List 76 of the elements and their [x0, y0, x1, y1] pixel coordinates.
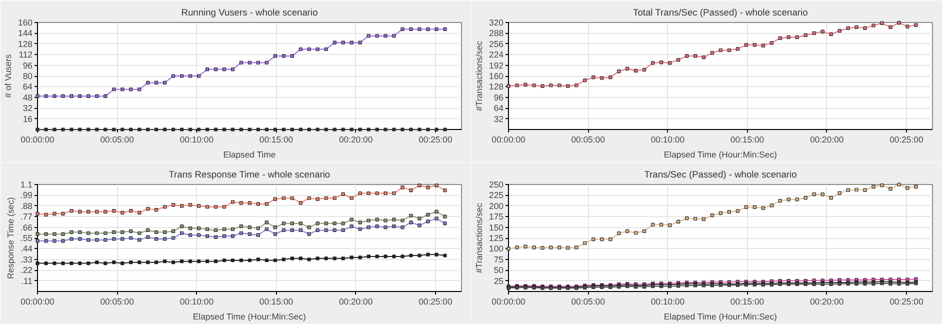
y-tick-label: 1.1 [20, 180, 33, 190]
y-tick-label: .88 [20, 200, 33, 211]
y-tick-label: 32 [494, 114, 504, 124]
y-tick-label: 96 [22, 60, 33, 70]
x-tick-label: 00:20:00 [810, 296, 844, 306]
y-tick-label: 128 [489, 82, 504, 92]
x-tick-label: 00:05:00 [100, 296, 134, 306]
y-tick-label: 96 [494, 92, 504, 102]
y-tick-label: .11 [21, 276, 33, 286]
y-tick-label: 160 [18, 18, 33, 28]
chart-title: Running Vusers - whole scenario [181, 8, 318, 18]
y-tick-label: 125 [489, 233, 504, 243]
y-tick-label: .77 [20, 212, 33, 222]
y-tick-label: 144 [18, 28, 33, 38]
y-axis-title: Response Time (sec) [5, 197, 16, 279]
x-tick-label: 00:25:00 [418, 134, 452, 144]
y-tick-label: 250 [489, 180, 504, 190]
x-tick-label: 00:05:00 [571, 296, 606, 306]
y-tick-label: 128 [18, 38, 33, 49]
x-tick-label: 00:20:00 [338, 296, 373, 306]
y-tick-label: .33 [20, 254, 33, 264]
y-tick-label: 288 [489, 28, 504, 38]
y-tick-label: 175 [489, 212, 504, 222]
y-tick-label: 50 [494, 265, 504, 276]
x-tick-label: 00:00:00 [20, 296, 55, 306]
y-tick-label: 25 [494, 276, 504, 286]
x-tick-label: 00:00:00 [492, 296, 526, 306]
x-axis-title: Elapsed Time (Hour:Min:Sec) [664, 312, 778, 322]
y-tick-label: .66 [20, 222, 33, 232]
y-tick-label: 75 [494, 254, 504, 264]
y-tick-label: 256 [489, 38, 504, 49]
x-tick-label: 00:15:00 [259, 134, 294, 144]
chart-title: Trans Response Time - whole scenario [168, 170, 330, 180]
y-tick-label: 48 [22, 92, 33, 102]
y-tick-label: 200 [489, 200, 504, 211]
y-tick-label: 32 [22, 103, 33, 114]
x-tick-label: 00:00:00 [20, 134, 55, 144]
x-tick-label: 00:10:00 [180, 296, 214, 306]
x-tick-label: 00:25:00 [890, 296, 924, 306]
x-tick-label: 00:15:00 [259, 296, 294, 306]
y-tick-label: 112 [18, 50, 33, 60]
x-tick-label: 00:10:00 [650, 134, 685, 144]
y-tick-label: 160 [489, 71, 504, 81]
y-axis-title: #Transactions/sec [474, 202, 484, 273]
x-axis-title: Elapsed Time [223, 150, 276, 160]
x-tick-label: 00:00:00 [492, 134, 526, 144]
y-tick-label: 64 [494, 103, 504, 114]
y-tick-label: .55 [20, 233, 33, 243]
y-tick-label: 80 [22, 71, 33, 81]
y-tick-label: 64 [22, 82, 33, 92]
x-tick-label: 00:10:00 [650, 296, 685, 306]
x-tick-label: 00:05:00 [571, 134, 606, 144]
x-tick-label: 00:25:00 [418, 296, 452, 306]
x-tick-label: 00:10:00 [180, 134, 214, 144]
chart-title: Total Trans/Sec (Passed) - whole scenario [633, 8, 808, 18]
y-axis-title: # of Vusers [3, 54, 14, 98]
x-tick-label: 00:20:00 [810, 134, 844, 144]
x-tick-label: 00:25:00 [890, 134, 924, 144]
y-tick-label: 320 [489, 18, 504, 28]
x-axis-title: Elapsed Time (Hour:Min:Sec) [192, 312, 306, 322]
y-tick-label: 225 [489, 190, 504, 200]
y-tick-label: 16 [22, 114, 33, 124]
x-tick-label: 00:15:00 [730, 296, 764, 306]
y-tick-label: 224 [489, 50, 504, 60]
y-tick-label: .22 [20, 265, 33, 276]
x-tick-label: 00:05:00 [100, 134, 134, 144]
x-axis-title: Elapsed Time (Hour:Min:Sec) [664, 150, 778, 160]
y-tick-label: .44 [20, 244, 33, 254]
y-tick-label: 192 [489, 60, 504, 70]
x-tick-label: 00:20:00 [338, 134, 373, 144]
x-tick-label: 00:15:00 [730, 134, 764, 144]
y-axis-title: #Transactions/sec [474, 40, 484, 111]
y-tick-label: 100 [489, 244, 504, 254]
y-tick-label: 150 [489, 222, 504, 232]
chart-title: Trans/Sec (Passed) - whole scenario [644, 170, 797, 180]
y-tick-label: .99 [20, 190, 33, 200]
